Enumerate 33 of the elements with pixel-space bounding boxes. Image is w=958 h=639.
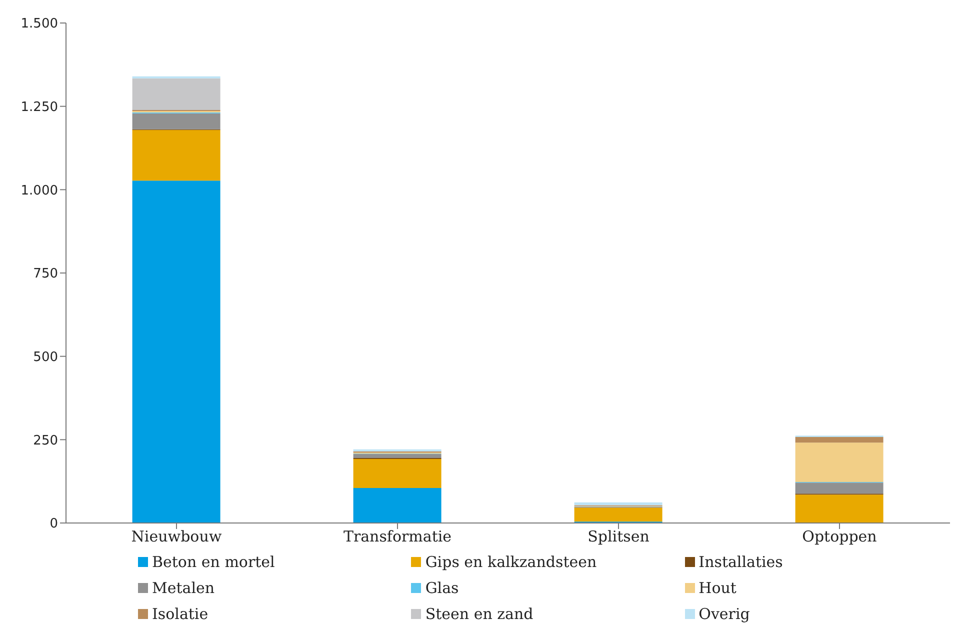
bar <box>353 454 442 458</box>
bar <box>353 459 442 488</box>
y-tick-label: 1.250 <box>20 100 58 115</box>
legend-label: Steen en zand <box>425 605 534 623</box>
legend-label: Hout <box>698 579 736 597</box>
x-tick-label: Transformatie <box>343 528 452 546</box>
legend-label: Installaties <box>698 553 783 571</box>
y-tick-label: 1.000 <box>20 183 58 198</box>
bar <box>353 488 442 523</box>
legend-label: Overig <box>698 605 750 623</box>
bar <box>132 180 220 523</box>
bar <box>795 494 884 523</box>
y-tick-label: 250 <box>33 433 58 448</box>
bar <box>574 502 662 505</box>
bar <box>795 437 884 443</box>
y-tick-label: 0 <box>50 516 58 532</box>
legend-label: Glas <box>425 579 459 597</box>
bar <box>132 130 220 181</box>
y-tick-label: 1.500 <box>20 16 58 32</box>
x-tick-label: Splitsen <box>588 528 650 546</box>
bar <box>795 442 884 482</box>
legend-label: Gips en kalkzandsteen <box>425 553 597 571</box>
bar <box>574 508 662 522</box>
bar <box>795 482 884 494</box>
y-tick-label: 750 <box>33 266 58 282</box>
bar <box>132 78 220 110</box>
legend-label: Beton en mortel <box>152 553 275 571</box>
legend-label: Metalen <box>152 579 215 597</box>
legend-label: Isolatie <box>152 605 208 623</box>
x-tick-label: Nieuwbouw <box>131 528 222 546</box>
y-tick-label: 500 <box>33 350 58 365</box>
x-tick-label: Optoppen <box>802 528 878 546</box>
bar <box>132 113 220 130</box>
